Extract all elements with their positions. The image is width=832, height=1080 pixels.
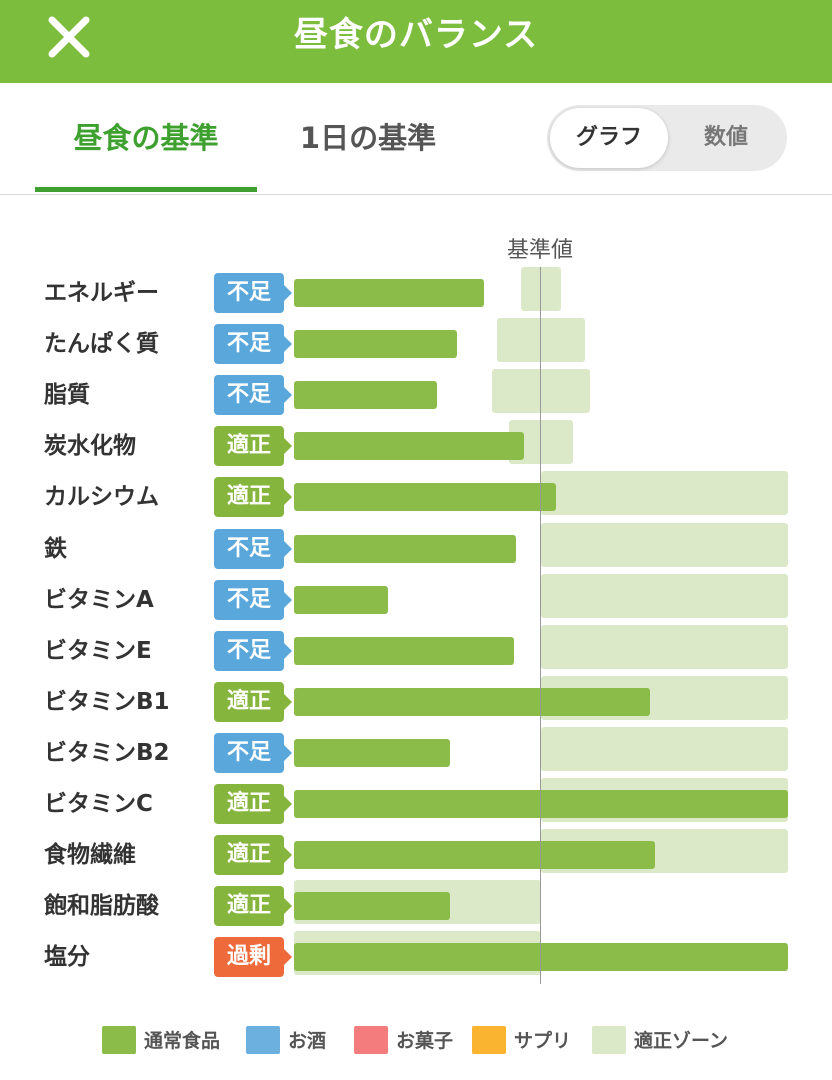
app-header: 昼食のバランス xyxy=(0,0,832,83)
appropriate-zone xyxy=(541,574,788,618)
nutrient-label: 脂質 xyxy=(44,382,90,408)
appropriate-zone xyxy=(541,625,788,669)
intake-bar xyxy=(294,739,450,767)
intake-bar xyxy=(294,790,788,818)
intake-bar xyxy=(294,535,517,563)
intake-bar xyxy=(294,892,450,920)
appropriate-zone xyxy=(541,523,788,567)
legend-swatch xyxy=(354,1026,388,1054)
nutrient-label: 食物繊維 xyxy=(44,842,136,868)
nutrient-label: たんぱく質 xyxy=(44,331,159,357)
intake-bar xyxy=(294,432,524,460)
nutrient-label: ビタミンC xyxy=(44,791,153,817)
intake-bar xyxy=(294,279,485,307)
intake-bar xyxy=(294,586,388,614)
nutrient-label: ビタミンB2 xyxy=(44,740,170,766)
intake-bar xyxy=(294,637,514,665)
legend-swatch xyxy=(246,1026,280,1054)
legend-label: 通常食品 xyxy=(144,1030,221,1052)
close-icon[interactable] xyxy=(44,12,94,62)
intake-bar xyxy=(294,483,556,511)
legend-swatch xyxy=(102,1026,136,1054)
page-title: 昼食のバランス xyxy=(293,15,539,55)
reference-line xyxy=(540,267,541,984)
nutrient-label: 塩分 xyxy=(44,944,90,970)
legend-swatch xyxy=(592,1026,626,1054)
status-badge: 適正 xyxy=(214,886,292,926)
nutrient-label: ビタミンB1 xyxy=(44,689,170,715)
legend-label: お菓子 xyxy=(396,1030,454,1052)
intake-bar xyxy=(294,841,655,869)
status-badge: 不足 xyxy=(214,375,292,415)
intake-bar xyxy=(294,943,788,971)
appropriate-zone xyxy=(541,471,788,515)
status-badge: 過剰 xyxy=(214,937,292,977)
reference-label: 基準値 xyxy=(506,238,573,263)
status-badge: 適正 xyxy=(214,835,292,875)
status-badge: 不足 xyxy=(214,529,292,569)
legend: 通常食品 お酒 お菓子 サプリ 適正ゾーン xyxy=(0,1024,832,1058)
appropriate-zone xyxy=(541,727,788,771)
nutrient-balance-chart: 基準値 エネルギー 不足 たんぱく質 不足 脂質 不足 炭水化物 適正 カルシウム 適正鉄不足 ビタ… xyxy=(0,194,832,1014)
intake-bar xyxy=(294,688,650,716)
view-toggle: グラフ 数値 xyxy=(547,105,787,171)
nutrient-label: ビタミンA xyxy=(44,587,154,613)
status-badge: 不足 xyxy=(214,631,292,671)
nutrient-label: エネルギー xyxy=(44,280,159,306)
nutrient-label: 鉄 xyxy=(44,536,67,562)
status-badge: 不足 xyxy=(214,324,292,364)
tab-daily-standard[interactable]: 1日の基準 xyxy=(299,121,437,155)
nutrient-label: 飽和脂肪酸 xyxy=(44,893,159,919)
status-badge: 適正 xyxy=(214,784,292,824)
tab-bar: 昼食の基準 1日の基準 グラフ 数値 xyxy=(0,84,832,195)
status-badge: 不足 xyxy=(214,580,292,620)
legend-swatch xyxy=(472,1026,506,1054)
tab-lunch-standard[interactable]: 昼食の基準 xyxy=(35,84,257,192)
toggle-number-option[interactable]: 数値 xyxy=(703,125,748,150)
nutrient-label: カルシウム xyxy=(44,484,159,510)
nutrient-label: ビタミンE xyxy=(44,638,152,664)
status-badge: 不足 xyxy=(214,733,292,773)
legend-label: 適正ゾーン xyxy=(634,1030,729,1052)
status-badge: 適正 xyxy=(214,426,292,466)
status-badge: 適正 xyxy=(214,477,292,517)
intake-bar xyxy=(294,330,458,358)
intake-bar xyxy=(294,381,438,409)
toggle-graph-option[interactable]: グラフ xyxy=(550,108,668,168)
legend-label: お酒 xyxy=(288,1030,327,1052)
status-badge: 適正 xyxy=(214,682,292,722)
legend-label: サプリ xyxy=(514,1030,572,1052)
status-badge: 不足 xyxy=(214,273,292,313)
nutrient-label: 炭水化物 xyxy=(44,433,136,459)
